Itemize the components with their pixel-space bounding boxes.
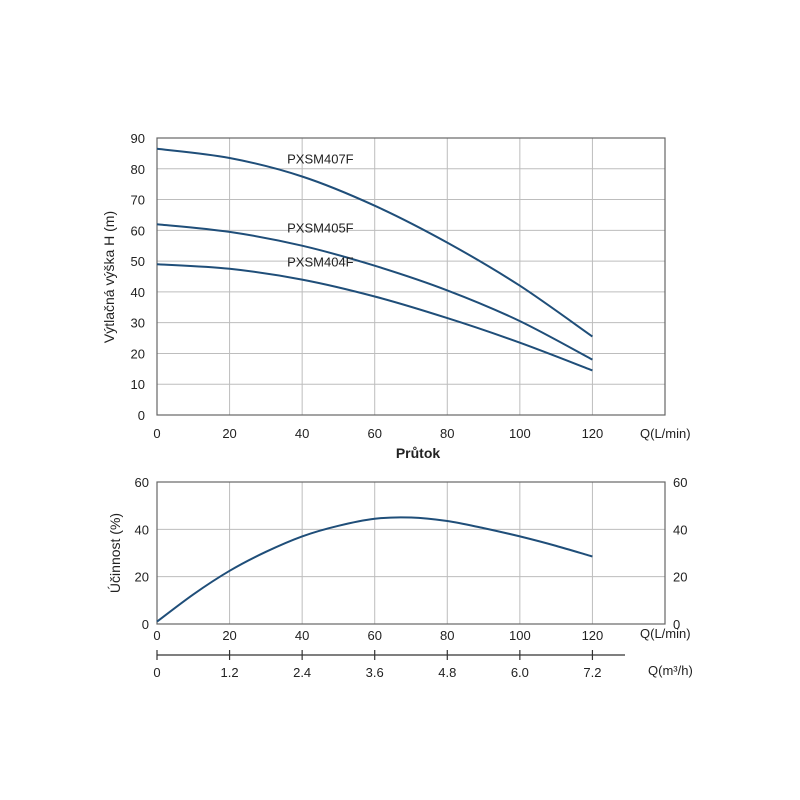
flow-m3h-tick-label: 0 xyxy=(153,665,160,680)
efficiency-x-tick-label: 60 xyxy=(367,628,381,643)
series-label-pxsm404f: PXSM404F xyxy=(287,255,354,270)
efficiency-y-tick-label: 60 xyxy=(135,475,149,490)
efficiency-y-axis-title: Účinnost (%) xyxy=(107,513,123,593)
series-label-pxsm407f: PXSM407F xyxy=(287,151,354,166)
efficiency-right-y-tick-label: 60 xyxy=(673,475,687,490)
flow-m3h-tick-label: 6.0 xyxy=(511,665,529,680)
head-y-axis-title: Výtlačná výška H (m) xyxy=(101,211,117,343)
flow-m3h-tick-label: 4.8 xyxy=(438,665,456,680)
head-series: PXSM407F PXSM405F PXSM404F xyxy=(156,147,593,372)
efficiency-x-tick-label: 0 xyxy=(153,628,160,643)
head-x-tick-label: 0 xyxy=(153,426,160,441)
flow-m3h-axis: 0 1.2 2.4 3.6 4.8 6.0 7.2 Q(m³/h) xyxy=(153,650,693,680)
efficiency-x-tick-label: 80 xyxy=(440,628,454,643)
efficiency-x-unit-label: Q(L/min) xyxy=(640,626,691,641)
efficiency-grid xyxy=(157,482,665,624)
head-x-tick-label: 40 xyxy=(295,426,309,441)
head-y-tick-label: 10 xyxy=(131,377,145,392)
head-x-tick-label: 120 xyxy=(582,426,604,441)
efficiency-x-tick-label: 40 xyxy=(295,628,309,643)
efficiency-right-y-tick-label: 0 xyxy=(673,617,680,632)
head-y-tick-label: 90 xyxy=(131,131,145,146)
head-x-unit-label: Q(L/min) xyxy=(640,426,691,441)
head-x-axis-title: Průtok xyxy=(396,445,441,461)
efficiency-series xyxy=(156,516,593,623)
head-curve-pxsm407f xyxy=(156,147,593,338)
head-plot-frame xyxy=(156,137,666,416)
head-y-tick-label: 30 xyxy=(131,316,145,331)
efficiency-y-tick-labels: 0 20 40 60 xyxy=(135,475,149,632)
flow-m3h-tick-label: 1.2 xyxy=(221,665,239,680)
efficiency-x-tick-label: 100 xyxy=(509,628,531,643)
head-grid xyxy=(157,138,665,415)
flow-m3h-tick-label: 7.2 xyxy=(583,665,601,680)
head-y-tick-label: 80 xyxy=(131,162,145,177)
efficiency-plot-frame xyxy=(156,481,666,625)
head-chart: PXSM407F PXSM405F PXSM404F 0 10 20 30 40 50 60 70… xyxy=(101,131,691,461)
head-y-tick-label: 50 xyxy=(131,254,145,269)
head-x-tick-label: 20 xyxy=(222,426,236,441)
flow-m3h-tick-label: 3.6 xyxy=(366,665,384,680)
flow-m3h-unit-label: Q(m³/h) xyxy=(648,663,693,678)
efficiency-y-tick-label: 40 xyxy=(135,522,149,537)
head-y-tick-labels: 0 10 20 30 40 50 60 70 80 90 xyxy=(131,131,145,423)
head-curve-pxsm405f xyxy=(156,223,593,361)
efficiency-x-tick-label: 20 xyxy=(222,628,236,643)
head-y-tick-label: 20 xyxy=(131,346,145,361)
efficiency-y-tick-label: 20 xyxy=(135,570,149,585)
head-x-tick-label: 60 xyxy=(367,426,381,441)
flow-m3h-ticks: 0 1.2 2.4 3.6 4.8 6.0 7.2 xyxy=(153,650,601,680)
head-x-tick-labels: 0 20 40 60 80 100 120 xyxy=(153,426,603,441)
efficiency-x-tick-labels: 0 20 40 60 80 100 120 xyxy=(153,628,603,643)
efficiency-right-y-tick-labels: 0 20 40 60 xyxy=(673,475,687,632)
efficiency-chart: 0 20 40 60 0 20 40 60 0 20 40 60 80 100 120 Q(L/min)… xyxy=(107,475,691,643)
head-x-tick-label: 100 xyxy=(509,426,531,441)
efficiency-x-tick-label: 120 xyxy=(582,628,604,643)
head-y-tick-label: 40 xyxy=(131,285,145,300)
head-y-tick-label: 70 xyxy=(131,193,145,208)
efficiency-y-tick-label: 0 xyxy=(142,617,149,632)
head-curve-pxsm404f xyxy=(156,263,593,372)
flow-m3h-tick-label: 2.4 xyxy=(293,665,311,680)
head-x-tick-label: 80 xyxy=(440,426,454,441)
head-y-tick-label: 60 xyxy=(131,223,145,238)
series-label-pxsm405f: PXSM405F xyxy=(287,221,354,236)
efficiency-right-y-tick-label: 40 xyxy=(673,522,687,537)
efficiency-curve xyxy=(156,516,593,623)
efficiency-right-y-tick-label: 20 xyxy=(673,570,687,585)
head-y-tick-label: 0 xyxy=(138,408,145,423)
